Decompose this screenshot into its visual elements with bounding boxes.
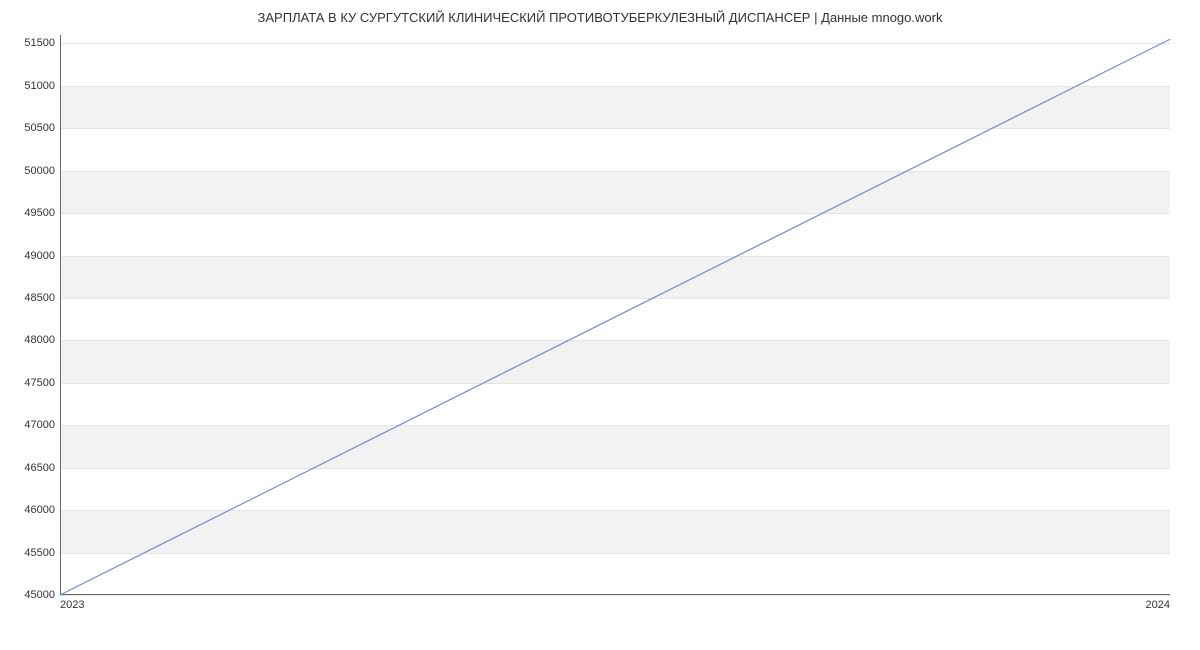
y-tick-label: 50500 (15, 122, 55, 134)
y-tick-label: 48000 (15, 334, 55, 346)
salary-line-series (60, 39, 1170, 595)
x-tick-label: 2023 (60, 599, 84, 611)
plot-area (60, 35, 1170, 595)
x-tick-label: 2024 (1146, 599, 1170, 611)
chart-container: ЗАРПЛАТА В КУ СУРГУТСКИЙ КЛИНИЧЕСКИЙ ПРО… (0, 0, 1200, 650)
y-tick-label: 49500 (15, 207, 55, 219)
y-axis: 4500045500460004650047000475004800048500… (15, 35, 55, 595)
y-tick-label: 51500 (15, 37, 55, 49)
y-tick-label: 46500 (15, 462, 55, 474)
plot-wrap: 4500045500460004650047000475004800048500… (60, 35, 1170, 615)
y-tick-label: 50000 (15, 165, 55, 177)
y-tick-label: 51000 (15, 80, 55, 92)
line-series-layer (60, 35, 1170, 595)
y-gridline (60, 595, 1170, 596)
y-tick-label: 47500 (15, 377, 55, 389)
y-tick-label: 45000 (15, 589, 55, 601)
y-tick-label: 45500 (15, 547, 55, 559)
x-axis: 2023 2024 (60, 597, 1170, 617)
chart-title: ЗАРПЛАТА В КУ СУРГУТСКИЙ КЛИНИЧЕСКИЙ ПРО… (0, 0, 1200, 25)
y-tick-label: 48500 (15, 292, 55, 304)
y-tick-label: 47000 (15, 419, 55, 431)
y-tick-label: 46000 (15, 504, 55, 516)
y-tick-label: 49000 (15, 250, 55, 262)
